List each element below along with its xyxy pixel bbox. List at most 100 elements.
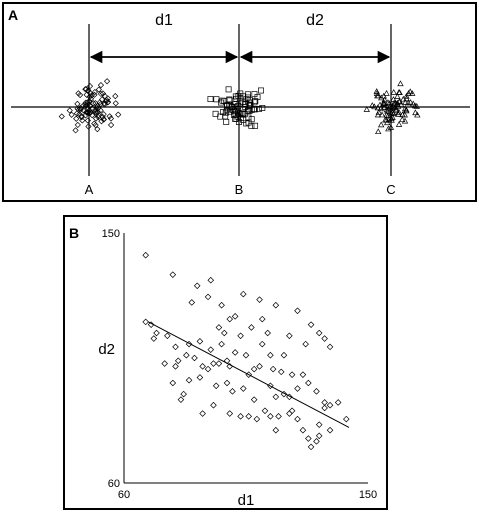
data-point: [286, 393, 293, 401]
data-point: [258, 315, 266, 323]
square-marker: [221, 98, 228, 104]
data-point: [272, 426, 280, 434]
data-point: [294, 385, 301, 392]
data-point: [226, 315, 234, 323]
cluster-a-points: [58, 78, 122, 134]
square-marker: [244, 91, 251, 98]
triangle-marker: [390, 96, 397, 102]
data-point: [307, 443, 315, 451]
diamond-marker: [74, 100, 81, 107]
square-marker: [252, 98, 259, 105]
triangle-marker: [395, 110, 402, 117]
triangle-marker: [375, 109, 382, 115]
data-point: [315, 421, 323, 428]
data-point: [264, 329, 271, 337]
square-marker: [223, 118, 230, 125]
diamond-marker: [83, 91, 90, 98]
data-point: [299, 426, 307, 434]
square-marker: [217, 113, 224, 120]
triangle-marker: [404, 99, 412, 106]
diamond-marker: [98, 118, 105, 125]
data-point: [218, 301, 225, 309]
data-point: [321, 399, 328, 406]
data-point: [172, 363, 179, 370]
triangle-marker: [373, 88, 380, 94]
data-point: [245, 371, 253, 378]
diamond-marker: [87, 90, 94, 97]
diamond-marker: [92, 115, 100, 122]
diamond-marker: [83, 108, 90, 116]
diamond-marker: [76, 91, 84, 99]
data-point: [242, 351, 250, 359]
data-point: [226, 410, 234, 417]
data-point: [210, 401, 217, 409]
data-point: [256, 296, 263, 303]
data-point: [343, 415, 350, 423]
data-point: [161, 360, 168, 367]
triangle-marker: [389, 114, 396, 120]
x-tick-label-60: 60: [118, 489, 130, 501]
triangle-marker: [374, 92, 381, 99]
square-marker: [230, 106, 237, 113]
data-point: [313, 388, 320, 395]
diamond-marker: [104, 95, 112, 102]
data-point: [286, 332, 293, 340]
data-point: [326, 401, 334, 409]
diamond-marker: [97, 82, 105, 89]
diamond-marker: [68, 111, 75, 118]
diamond-marker: [86, 102, 94, 109]
diamond-marker: [91, 120, 98, 127]
square-marker: [236, 100, 243, 107]
square-marker: [254, 94, 261, 100]
data-point: [199, 410, 206, 417]
distance-label-d2: d2: [306, 12, 324, 29]
triangle-marker: [394, 93, 401, 99]
data-point: [272, 393, 280, 401]
scatter-points: [142, 251, 350, 451]
triangle-marker: [403, 95, 410, 102]
diamond-marker: [84, 117, 91, 124]
diamond-marker: [85, 87, 92, 94]
data-point: [180, 390, 187, 398]
data-point: [288, 407, 296, 415]
square-marker: [222, 109, 229, 116]
data-point: [177, 396, 185, 403]
diamond-marker: [95, 112, 102, 119]
triangle-marker: [385, 112, 392, 118]
data-point: [169, 271, 177, 278]
data-point: [253, 415, 261, 423]
data-point: [239, 385, 247, 392]
data-point: [294, 415, 301, 423]
diamond-marker: [106, 113, 113, 120]
data-point: [164, 332, 171, 340]
panel-a-label: A: [8, 7, 19, 23]
diamond-marker: [75, 90, 82, 97]
data-point: [237, 332, 244, 340]
triangle-marker: [401, 117, 409, 124]
square-marker: [213, 96, 220, 103]
square-marker: [248, 116, 255, 123]
diamond-marker: [83, 85, 90, 93]
triangle-marker: [395, 121, 403, 127]
data-point: [196, 338, 204, 345]
panel-a: A d1 d2 A B C: [2, 2, 477, 202]
square-marker: [207, 96, 214, 103]
distance-label-d1: d1: [155, 12, 173, 29]
diamond-marker: [74, 121, 81, 129]
data-point: [261, 407, 269, 415]
diamond-marker: [58, 113, 65, 120]
data-point: [204, 365, 212, 373]
diamond-marker: [92, 108, 99, 115]
diamond-marker: [96, 99, 103, 106]
square-marker: [258, 87, 264, 94]
x-axis-label: d1: [238, 492, 255, 509]
data-point: [147, 321, 155, 328]
diamond-marker: [66, 107, 73, 114]
square-marker: [251, 99, 258, 106]
triangle-marker: [393, 107, 400, 113]
square-marker: [252, 122, 259, 129]
data-point: [172, 343, 179, 351]
diamond-marker: [94, 102, 101, 109]
diamond-marker: [90, 100, 97, 107]
scatter-plot: 60 150 60 150 d1 d2: [98, 228, 377, 509]
